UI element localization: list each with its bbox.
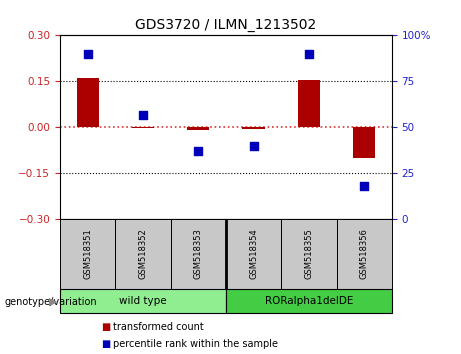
Point: [305, 51, 313, 57]
Text: RORalpha1delDE: RORalpha1delDE: [265, 296, 353, 306]
Bar: [281, 219, 337, 289]
Text: genotype/variation: genotype/variation: [5, 297, 97, 307]
Point: [250, 143, 257, 149]
Bar: [226, 289, 392, 313]
Point: [195, 149, 202, 154]
Text: GSM518352: GSM518352: [138, 229, 148, 279]
Point: [361, 183, 368, 189]
Bar: [60, 219, 115, 289]
Text: transformed count: transformed count: [113, 322, 204, 332]
Text: GSM518351: GSM518351: [83, 229, 92, 279]
Text: ▶: ▶: [49, 297, 58, 307]
Bar: [77, 78, 99, 127]
Bar: [132, 127, 154, 129]
Bar: [60, 289, 226, 313]
Title: GDS3720 / ILMN_1213502: GDS3720 / ILMN_1213502: [135, 18, 317, 32]
Bar: [171, 219, 226, 289]
Bar: [353, 127, 375, 158]
Bar: [187, 127, 209, 130]
Bar: [298, 80, 320, 127]
Text: GSM518354: GSM518354: [249, 229, 258, 279]
Text: GSM518355: GSM518355: [304, 229, 313, 279]
Point: [139, 112, 147, 118]
Text: GSM518353: GSM518353: [194, 229, 203, 279]
Text: wild type: wild type: [119, 296, 167, 306]
Text: ■: ■: [101, 339, 111, 349]
Text: GSM518356: GSM518356: [360, 229, 369, 279]
Bar: [337, 219, 392, 289]
Text: ■: ■: [101, 322, 111, 332]
Point: [84, 51, 91, 57]
Bar: [115, 219, 171, 289]
Text: percentile rank within the sample: percentile rank within the sample: [113, 339, 278, 349]
Bar: [226, 219, 281, 289]
Bar: [242, 127, 265, 129]
